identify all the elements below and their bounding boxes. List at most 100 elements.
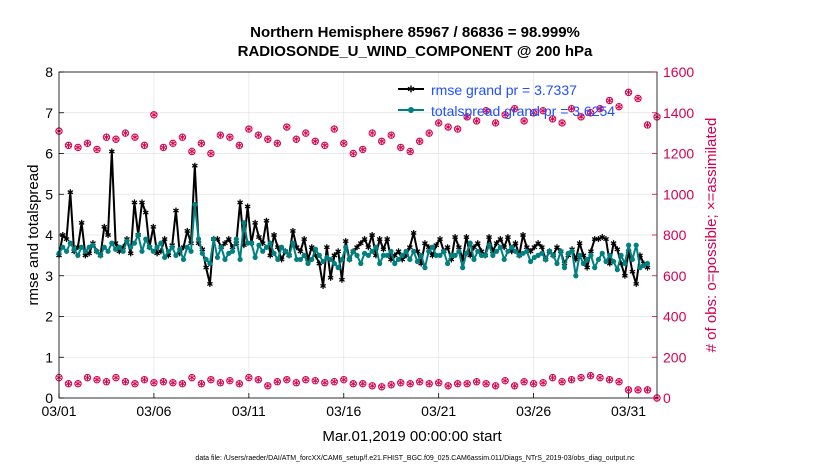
totalspread-point <box>222 256 228 263</box>
obs-possible-point <box>302 375 310 384</box>
obs-possible-point <box>245 373 253 382</box>
obs-possible-point <box>178 133 187 141</box>
y2-tick-label: 400 <box>663 309 687 325</box>
obs-assimilated-point <box>521 378 527 385</box>
obs-possible-point <box>406 380 414 388</box>
obs-assimilated-point <box>559 378 565 385</box>
totalspread-point <box>214 254 221 261</box>
obs-assimilated-point <box>587 109 594 116</box>
obs-possible-point <box>131 133 139 141</box>
obs-possible-point <box>444 123 452 131</box>
obs-assimilated-point <box>293 379 300 386</box>
totalspread-point <box>263 244 270 250</box>
totalspread-point <box>195 236 202 242</box>
obs-assimilated-point <box>331 378 338 385</box>
obs-possible-point <box>444 382 452 390</box>
obs-possible-point <box>510 104 519 113</box>
totalspread-point <box>286 252 292 258</box>
totalspread-point <box>441 248 447 254</box>
obs-assimilated-point <box>606 97 613 104</box>
totalspread-point <box>316 252 322 258</box>
obs-possible-point <box>273 378 282 386</box>
rmse-point <box>139 199 145 206</box>
obs-possible-point <box>491 382 500 390</box>
obs-assimilated-point <box>635 386 641 393</box>
obs-assimilated-point <box>597 374 603 381</box>
rmse-point <box>584 264 591 271</box>
totalspread-point <box>150 248 156 254</box>
legend-rmse-label: rmse grand pr = 3.7337 <box>431 82 577 98</box>
totalspread-point <box>158 240 164 246</box>
obs-assimilated-point <box>312 138 319 145</box>
rmse-point <box>384 236 391 243</box>
rmse-point <box>493 240 500 247</box>
obs-assimilated-point <box>530 380 537 387</box>
totalspread-point <box>629 256 636 263</box>
obs-possible-point <box>349 149 357 158</box>
x-axis-label: Mar.01,2019 00:00:00 start <box>322 428 502 445</box>
obs-possible-point <box>140 141 149 150</box>
obs-assimilated-point <box>103 134 110 141</box>
totalspread-point <box>328 256 334 263</box>
totalspread-point <box>199 250 205 256</box>
totalspread-point <box>546 248 553 254</box>
obs-possible-point <box>586 109 595 117</box>
obs-possible-point <box>548 373 557 382</box>
rmse-point <box>206 280 213 287</box>
obs-possible-point <box>254 375 263 384</box>
totalspread-point <box>626 242 632 248</box>
obs-possible-point <box>83 139 92 148</box>
obs-possible-point <box>643 386 652 394</box>
totalspread-point <box>384 252 390 258</box>
totalspread-point <box>260 248 266 254</box>
totalspread-point <box>422 265 428 271</box>
rmse-point <box>327 274 334 281</box>
obs-assimilated-point <box>198 140 205 147</box>
totalspread-point <box>622 260 628 267</box>
obs-assimilated-point <box>283 124 290 131</box>
obs-possible-point <box>321 379 329 387</box>
y2-tick-label: 1600 <box>663 64 694 80</box>
chart-subtitle: RADIOSONDE_U_WIND_COMPONENT @ 200 hPa <box>237 43 593 60</box>
obs-possible-point <box>387 381 395 389</box>
rmse-point <box>357 240 364 247</box>
obs-possible-point <box>264 135 272 143</box>
obs-assimilated-point <box>132 380 138 387</box>
obs-possible-point <box>359 145 367 154</box>
totalspread-point <box>554 260 560 267</box>
totalspread-point <box>369 248 375 254</box>
y-tick-label: 3 <box>45 268 53 284</box>
rmse-line <box>58 150 649 287</box>
obs-possible-point <box>340 139 348 148</box>
totalspread-point <box>403 248 409 254</box>
obs-assimilated-point <box>397 144 404 151</box>
y2-tick-label: 1200 <box>663 146 694 162</box>
rmse-point <box>512 240 519 247</box>
totalspread-point <box>358 260 364 267</box>
obs-possible-point <box>406 147 414 156</box>
totalspread-point <box>305 260 311 267</box>
obs-assimilated-point <box>616 103 622 110</box>
totalspread-point <box>271 250 277 256</box>
totalspread-point <box>388 248 394 254</box>
rmse-point <box>335 248 342 255</box>
totalspread-point <box>120 248 126 254</box>
obs-possible-point <box>254 131 263 139</box>
obs-possible-point <box>311 137 319 145</box>
obs-possible-point <box>615 102 623 111</box>
obs-assimilated-point <box>132 134 138 141</box>
obs-possible-point <box>340 375 348 384</box>
obs-assimilated-point <box>378 383 385 390</box>
totalspread-point <box>248 240 254 246</box>
obs-possible-point <box>482 107 490 115</box>
totalspread-point <box>569 248 575 254</box>
obs-possible-point <box>501 111 509 119</box>
obs-possible-point <box>520 117 528 125</box>
x-tick-label: 03/31 <box>611 403 646 419</box>
totalspread-point <box>471 256 477 263</box>
obs-possible-point <box>121 129 130 137</box>
obs-assimilated-point <box>255 132 262 139</box>
obs-assimilated-point <box>236 142 243 149</box>
legend-rmse-marker <box>407 85 415 93</box>
obs-assimilated-point <box>454 380 461 387</box>
